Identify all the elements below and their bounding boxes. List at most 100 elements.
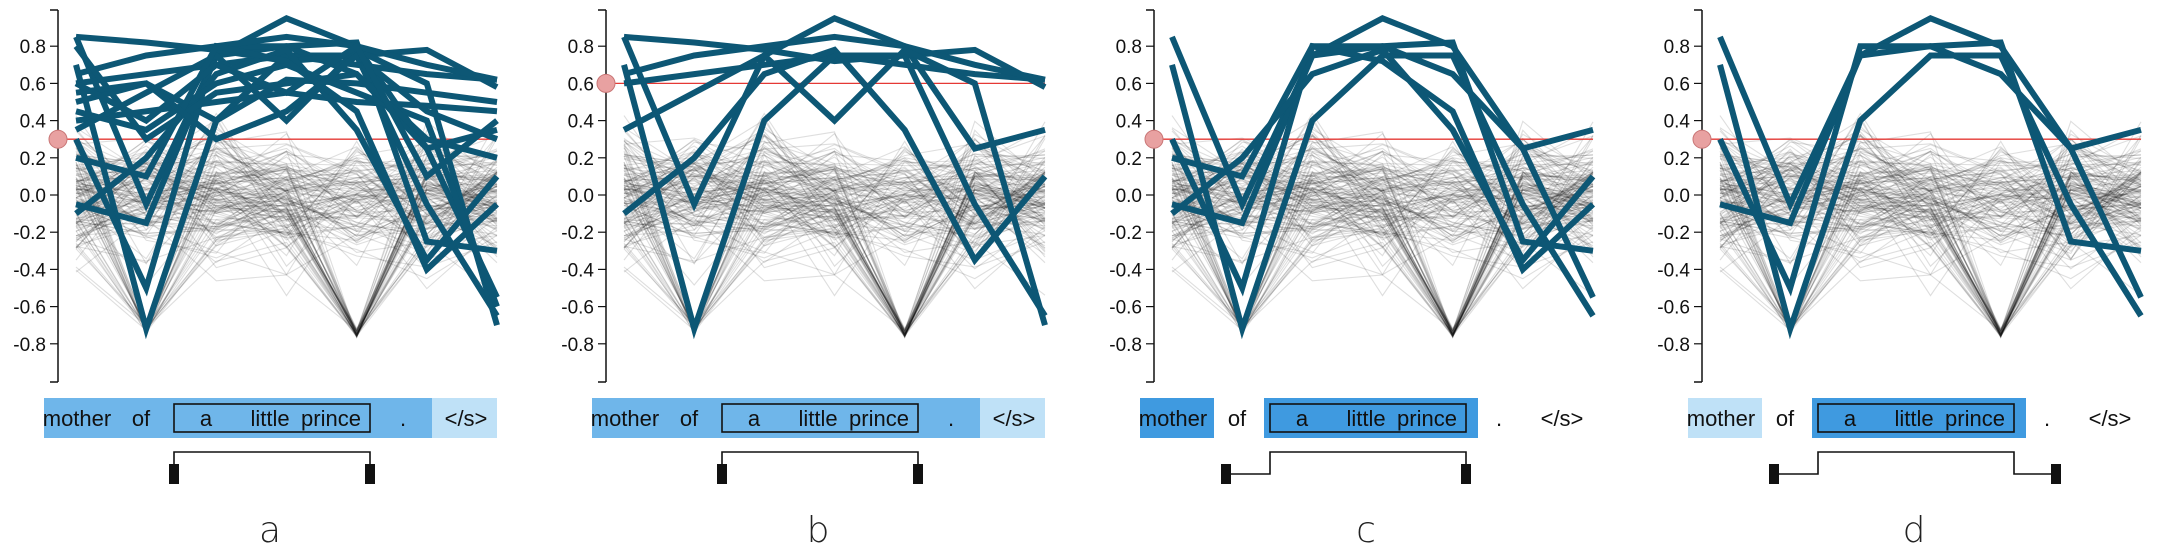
background-trajectory	[1171, 186, 1594, 331]
background-trajectory	[1719, 147, 2142, 264]
background-trajectory	[1171, 187, 1594, 220]
background-trajectory	[1171, 119, 1594, 230]
y-tick-label: 0.4	[1116, 112, 1143, 133]
background-trajectory	[75, 186, 498, 331]
background-trajectory	[1719, 138, 2142, 261]
background-trajectory	[623, 154, 1046, 218]
background-trajectory	[75, 143, 498, 212]
background-trajectory	[1171, 166, 1594, 235]
background-trajectory	[1171, 168, 1594, 334]
background-trajectory	[623, 169, 1046, 249]
panel-label: c	[1356, 510, 1376, 551]
y-tick-label: -0.4	[561, 260, 594, 281]
background-trajectory	[1719, 112, 2142, 237]
word-label: </s>	[2089, 406, 2132, 431]
background-trajectory	[623, 126, 1046, 204]
background-trajectory	[623, 155, 1046, 202]
background-trajectory	[75, 179, 498, 333]
word-label: a	[1844, 406, 1857, 431]
background-trajectory	[623, 187, 1046, 220]
word-label: a	[748, 406, 761, 431]
background-trajectory	[1719, 167, 2142, 222]
selected-trajectory	[75, 33, 498, 83]
background-trajectory	[1171, 166, 1594, 230]
background-trajectory	[1171, 146, 1594, 260]
background-trajectory	[623, 167, 1046, 337]
background-trajectory	[623, 140, 1046, 231]
selected-trajectory	[622, 46, 1048, 327]
span-bracket-left-handle	[1769, 464, 1779, 484]
background-trajectory	[623, 157, 1046, 335]
background-trajectory	[1171, 129, 1594, 332]
background-trajectory	[1719, 153, 2142, 243]
background-trajectory	[623, 201, 1046, 238]
background-trajectory	[1719, 179, 2142, 333]
word-label: of	[1228, 406, 1247, 431]
background-trajectory	[75, 147, 498, 264]
background-trajectory	[1719, 161, 2142, 227]
word-label: little	[250, 406, 289, 431]
y-tick-label: 0.0	[1664, 186, 1690, 207]
background-trajectory	[623, 119, 1046, 230]
selected-trajectory	[622, 46, 1048, 266]
word-label: </s>	[993, 406, 1036, 431]
background-trajectory	[1719, 145, 2142, 219]
background-trajectory	[1719, 129, 2142, 332]
background-trajectory	[623, 165, 1046, 225]
word-cell	[980, 398, 1045, 438]
y-tick-label: 0.2	[568, 149, 594, 170]
background-trajectory	[75, 146, 498, 249]
selected-span-box	[1817, 403, 2015, 433]
y-tick-label: -0.8	[561, 335, 594, 356]
background-trajectory	[623, 134, 1046, 237]
background-trajectory	[623, 139, 1046, 333]
span-bracket	[173, 451, 371, 474]
background-trajectory	[1171, 145, 1594, 219]
word-cell	[118, 398, 168, 438]
background-trajectory	[623, 185, 1046, 228]
background-trajectory	[1719, 143, 2142, 212]
background-trajectory	[1171, 182, 1594, 333]
background-trajectory	[1719, 169, 2142, 224]
background-trajectory	[75, 112, 498, 237]
selected-trajectory	[74, 46, 500, 327]
background-trajectory	[1719, 150, 2142, 213]
selected-span-box	[1269, 403, 1467, 433]
background-trajectory	[1171, 112, 1594, 237]
span-bracket	[1226, 451, 1467, 475]
background-trajectory	[75, 151, 498, 232]
background-trajectory	[623, 160, 1046, 249]
background-trajectory	[75, 119, 498, 230]
word-label: of	[132, 406, 151, 431]
background-trajectory	[623, 182, 1046, 226]
background-trajectory	[623, 167, 1046, 222]
selected-trajectory	[75, 51, 499, 143]
background-trajectory	[75, 166, 498, 230]
word-cell	[44, 398, 118, 438]
span-bracket	[1774, 451, 2056, 475]
background-trajectory	[1719, 126, 2142, 204]
word-label: mother	[1687, 406, 1755, 431]
word-label: prince	[301, 406, 361, 431]
background-trajectory	[75, 154, 498, 253]
word-label: mother	[591, 406, 659, 431]
word-cell	[432, 398, 497, 438]
background-trajectory	[623, 191, 1046, 246]
selected-trajectory	[74, 41, 499, 181]
background-trajectory	[1719, 154, 2142, 218]
background-trajectory	[623, 171, 1046, 335]
background-trajectory	[1171, 148, 1594, 338]
word-label: of	[680, 406, 699, 431]
background-trajectory	[623, 168, 1046, 334]
background-trajectory	[1719, 146, 2142, 249]
selected-trajectory	[75, 61, 500, 308]
background-trajectory	[1719, 174, 2142, 195]
word-label: prince	[1945, 406, 2005, 431]
background-trajectory	[623, 112, 1046, 237]
y-tick-label: 0.4	[20, 112, 47, 133]
background-trajectory	[1719, 132, 2142, 232]
background-trajectory	[75, 182, 498, 333]
y-tick-label: 0.4	[1664, 112, 1691, 133]
background-trajectory	[75, 160, 498, 249]
background-trajectory	[1171, 160, 1594, 249]
